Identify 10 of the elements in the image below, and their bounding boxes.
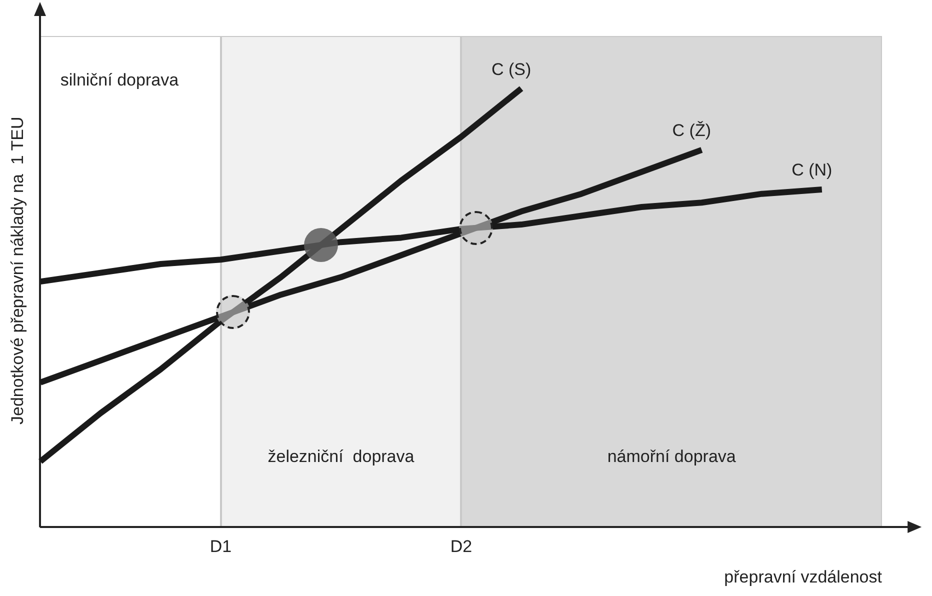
annotation: silniční doprava — [60, 70, 180, 90]
series-label: C (Ž) — [672, 121, 712, 140]
y-axis-title: Jednotkové přepravní náklady na 1 TEU — [8, 116, 27, 424]
x-tick-label: D2 — [450, 537, 472, 556]
x-axis-title: přepravní vzdálenost — [724, 567, 882, 586]
x-tick-label: D1 — [210, 537, 232, 556]
series-label: C (N) — [792, 160, 832, 180]
annotation: železniční doprava — [268, 446, 415, 466]
series-label: C (S) — [491, 60, 532, 79]
annotation: námořní doprava — [607, 446, 736, 466]
